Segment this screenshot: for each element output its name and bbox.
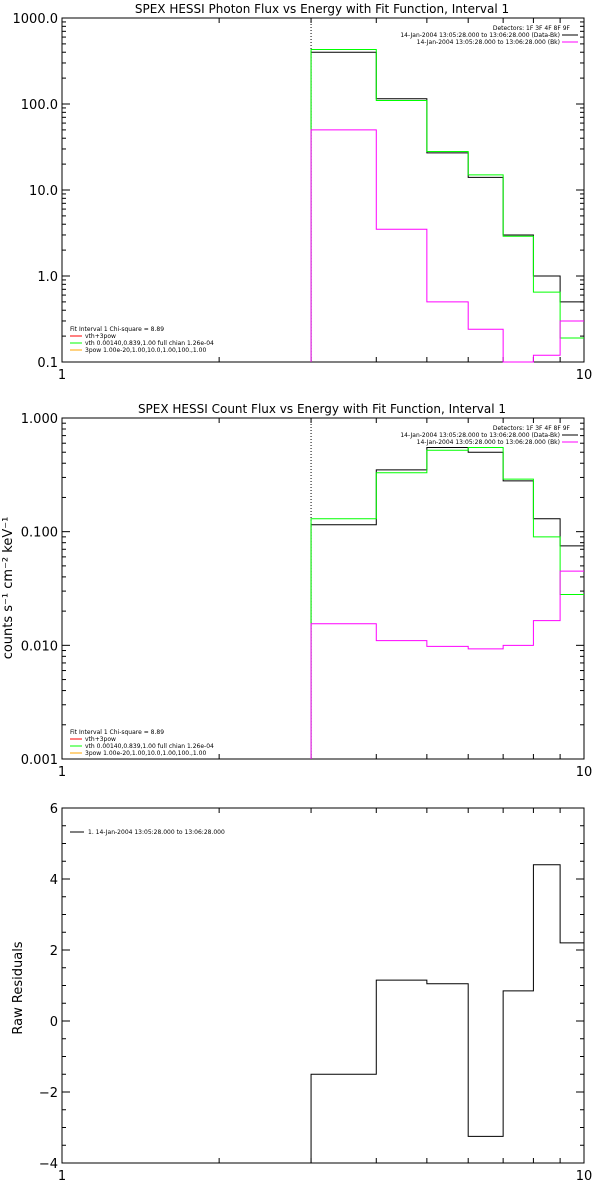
residuals-plot-frame <box>61 807 585 1164</box>
residuals-legend: 1. 14-Jan-2004 13:05:28.000 to 13:06:28.… <box>70 829 225 836</box>
count-flux-title: SPEX HESSI Count Flux vs Energy with Fit… <box>138 402 506 416</box>
count-flux-fit-line-3: 3pow 1.00e-20,1.00,10.0,1.00,100.,1.00 <box>85 750 206 757</box>
count-flux-x-tick-label: 10 <box>576 765 593 780</box>
count-flux-y-tick-label: 0.100 <box>21 526 58 541</box>
photon-flux-y-tick-label: 100.0 <box>21 98 58 113</box>
count-flux-series-0 <box>310 447 584 759</box>
residuals-y-tick-label: −2 <box>39 1086 58 1101</box>
photon-flux-title: SPEX HESSI Photon Flux vs Energy with Fi… <box>135 2 509 16</box>
count-flux-fit-line-2: vth 0.00140,0.839,1.00 full chian 1.26e-… <box>85 743 214 750</box>
photon-flux-fit-line-3: 3pow 1.00e-20,1.00,10.0,1.00,100.,1.00 <box>85 347 206 354</box>
count-flux-y-label: counts s⁻¹ cm⁻² keV⁻¹ <box>1 517 16 660</box>
count-flux-fit-header: Fit Interval 1 Chi-square = 8.89 <box>70 729 164 736</box>
residuals-series-0 <box>310 864 584 1163</box>
count-flux-legend-data-text: 14-Jan-2004 13:05:28.000 to 13:06:28.000… <box>400 432 560 439</box>
photon-flux-series-0 <box>310 51 584 362</box>
residuals-y-tick-label: −4 <box>39 1157 58 1172</box>
count-flux-marks: 0.001 0.010 0.100 1.000 1 10 <box>21 412 592 780</box>
count-flux-y-tick-label: 0.010 <box>21 639 58 654</box>
residuals-x-tick-label: 1 <box>58 1169 66 1184</box>
residuals-panel: Raw Residuals 1. 14-Jan-2004 13:05:28.00… <box>11 807 585 1164</box>
photon-flux-panel: SPEX HESSI Photon Flux vs Energy with Fi… <box>61 2 585 363</box>
photon-flux-x-tick-label: 10 <box>576 368 593 383</box>
residuals-y-tick-label: 6 <box>50 802 58 817</box>
photon-flux-fit-line-1: vth+3pow <box>85 333 116 340</box>
residuals-y-label: Raw Residuals <box>11 941 26 1034</box>
photon-flux-fit-header: Fit Interval 1 Chi-square = 8.89 <box>70 326 164 333</box>
photon-flux-x-tick-label: 1 <box>58 368 66 383</box>
photon-flux-legend-top: Detectors: 1F 3F 4F 8F 9F 14-Jan-2004 13… <box>400 25 578 46</box>
count-flux-y-tick-label: 1.000 <box>21 412 58 427</box>
count-flux-y-tick-label: 0.001 <box>21 753 58 768</box>
photon-flux-legend-bottom: Fit Interval 1 Chi-square = 8.89 vth+3po… <box>70 326 214 354</box>
count-flux-legend-top: Detectors: 1F 3F 4F 8F 9F 14-Jan-2004 13… <box>400 425 578 446</box>
count-flux-fit-line-1: vth+3pow <box>85 736 116 743</box>
photon-flux-series-1 <box>310 49 584 362</box>
photon-flux-fit-line-2: vth 0.00140,0.839,1.00 full chian 1.26e-… <box>85 340 214 347</box>
photon-flux-marks: 0.1 1.0 10.0 100.0 1000.0 1 10 <box>13 12 593 383</box>
count-flux-legend-bottom: Fit Interval 1 Chi-square = 8.89 vth+3po… <box>70 729 214 757</box>
photon-flux-detectors-text: Detectors: 1F 3F 4F 8F 9F <box>493 25 571 32</box>
residuals-marks: −4 −2 0 2 4 6 1 10 <box>39 802 592 1184</box>
photon-flux-y-tick-label: 10.0 <box>29 184 58 199</box>
residuals-y-tick-label: 4 <box>50 873 58 888</box>
count-flux-x-tick-label: 1 <box>58 765 66 780</box>
count-flux-series-2 <box>310 570 584 759</box>
photon-flux-legend-bk-text: 14-Jan-2004 13:05:28.000 to 13:06:28.000… <box>417 39 560 46</box>
photon-flux-legend-data-text: 14-Jan-2004 13:05:28.000 to 13:06:28.000… <box>400 32 560 39</box>
count-flux-legend-bk-text: 14-Jan-2004 13:05:28.000 to 13:06:28.000… <box>417 439 560 446</box>
photon-flux-y-tick-label: 0.1 <box>37 356 58 371</box>
count-flux-panel: SPEX HESSI Count Flux vs Energy with Fit… <box>1 402 585 760</box>
count-flux-detectors-text: Detectors: 1F 3F 4F 8F 9F <box>493 425 571 432</box>
count-flux-plot-frame <box>61 417 585 760</box>
residuals-y-tick-label: 0 <box>50 1015 58 1030</box>
photon-flux-plot-frame <box>61 17 585 363</box>
residuals-y-tick-label: 2 <box>50 944 58 959</box>
residuals-legend-text: 1. 14-Jan-2004 13:05:28.000 to 13:06:28.… <box>88 829 225 836</box>
residuals-x-tick-label: 10 <box>576 1169 593 1184</box>
photon-flux-series-2 <box>310 129 584 363</box>
photon-flux-y-tick-label: 1.0 <box>37 270 58 285</box>
count-flux-series-1 <box>310 447 584 759</box>
photon-flux-y-tick-label: 1000.0 <box>13 12 59 27</box>
